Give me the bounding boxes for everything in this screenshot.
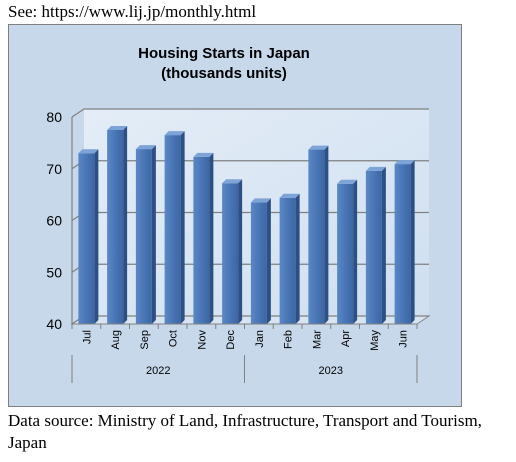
bar-side bbox=[151, 145, 156, 324]
bar-front bbox=[308, 149, 325, 324]
bar bbox=[250, 198, 271, 324]
bar bbox=[337, 179, 358, 324]
y-tick-label: 70 bbox=[46, 161, 62, 177]
y-tick-label: 40 bbox=[46, 316, 62, 332]
year-group-label: 2022 bbox=[146, 365, 170, 377]
bar bbox=[365, 166, 386, 324]
chart-area: 40 50 60 70 80 Jul Aug Sep Oct Nov Dec Jan Feb Mar Apr… bbox=[8, 24, 462, 407]
gridline bbox=[71, 108, 429, 118]
axes: 40 50 60 70 80 Jul Aug Sep Oct Nov Dec Jan Feb Mar Apr… bbox=[46, 109, 418, 383]
bar-side bbox=[209, 152, 214, 324]
bar-side bbox=[410, 160, 415, 324]
bar bbox=[107, 125, 128, 324]
bar-side bbox=[238, 179, 243, 324]
bar-top bbox=[78, 149, 99, 154]
bar-front bbox=[78, 153, 95, 324]
bar-top bbox=[337, 179, 358, 184]
bar-top bbox=[135, 145, 156, 150]
bar-top bbox=[365, 166, 386, 171]
bars bbox=[78, 125, 415, 324]
x-tick-label: Oct bbox=[168, 330, 180, 347]
y-tick-label: 80 bbox=[46, 109, 62, 125]
bar-top bbox=[394, 160, 415, 165]
x-tick-label: Nov bbox=[196, 330, 208, 350]
x-tick-label: Apr bbox=[340, 330, 352, 347]
bar-top bbox=[308, 145, 329, 150]
bar-front bbox=[337, 183, 354, 324]
bar-chart: 40 50 60 70 80 Jul Aug Sep Oct Nov Dec Jan Feb Mar Apr… bbox=[46, 45, 431, 383]
x-tick-label: Mar bbox=[311, 330, 323, 349]
bar-front bbox=[222, 183, 239, 324]
bar-side bbox=[353, 179, 358, 324]
y-tick-label: 50 bbox=[46, 264, 62, 280]
bar bbox=[78, 149, 99, 324]
x-tick-label: Jun bbox=[398, 330, 410, 348]
chart-title: Housing Starts in Japan bbox=[138, 45, 310, 62]
x-tick-label: Jul bbox=[81, 330, 93, 344]
bar bbox=[135, 145, 156, 324]
bar-front bbox=[107, 129, 124, 324]
bar-top bbox=[279, 193, 300, 198]
bar-top bbox=[107, 125, 128, 130]
bar-top bbox=[193, 152, 214, 157]
bar-side bbox=[381, 166, 386, 324]
bar-side bbox=[123, 125, 128, 324]
y-tick-label: 60 bbox=[46, 213, 62, 229]
chart-subtitle: (thousands units) bbox=[161, 65, 287, 82]
bar bbox=[193, 152, 214, 324]
bar-top bbox=[164, 131, 185, 136]
bar-top bbox=[250, 198, 271, 203]
bar-side bbox=[180, 131, 185, 324]
x-tick-label: Sep bbox=[139, 330, 151, 350]
bar-front bbox=[394, 164, 411, 324]
bar-front bbox=[279, 197, 296, 324]
bar-front bbox=[365, 170, 382, 324]
bar-front bbox=[164, 135, 181, 324]
bar bbox=[164, 131, 185, 324]
x-tick-label: May bbox=[369, 330, 381, 351]
bar bbox=[308, 145, 329, 324]
bar-front bbox=[193, 156, 210, 324]
x-tick-label: Aug bbox=[110, 330, 122, 350]
bar bbox=[279, 193, 300, 324]
bar bbox=[394, 160, 415, 324]
year-group-label: 2023 bbox=[319, 365, 343, 377]
x-tick-label: Dec bbox=[225, 330, 237, 350]
data-source-note: Data source: Ministry of Land, Infrastru… bbox=[8, 411, 482, 452]
x-tick-label: Feb bbox=[283, 330, 295, 349]
bar-side bbox=[266, 198, 271, 324]
bar-top bbox=[222, 179, 243, 184]
x-tick-label: Jan bbox=[254, 330, 266, 348]
bar-front bbox=[135, 149, 152, 324]
reference-url-note: See: https://www.lij.jp/monthly.html bbox=[8, 2, 257, 21]
bar bbox=[222, 179, 243, 324]
bar-front bbox=[250, 202, 267, 324]
bar-side bbox=[324, 145, 329, 324]
bar-side bbox=[94, 149, 99, 324]
bar-side bbox=[295, 193, 300, 324]
